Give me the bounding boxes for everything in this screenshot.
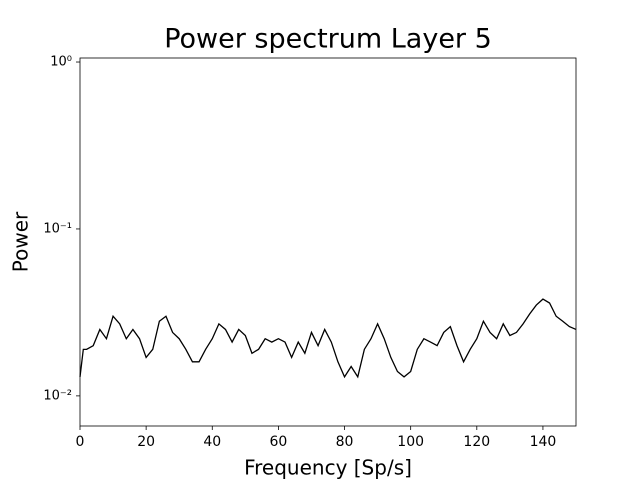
y-tick-label: 10⁻¹ — [43, 221, 72, 236]
chart-title: Power spectrum Layer 5 — [164, 24, 492, 55]
line — [79, 298, 577, 379]
y-tick-label: 10⁰ — [50, 55, 72, 70]
plot-frame — [79, 57, 577, 427]
x-tick-label: 40 — [203, 434, 221, 450]
x-tick-label: 60 — [269, 434, 287, 450]
x-tick-label: 0 — [76, 434, 85, 450]
y-tick-label: 10⁻² — [43, 388, 72, 403]
x-tick-label: 120 — [463, 434, 490, 450]
x-tick-label: 140 — [530, 434, 557, 450]
y-axis-label: Power — [9, 211, 33, 272]
x-axis-label: Frequency [Sp/s] — [244, 456, 412, 480]
x-tick-label: 100 — [397, 434, 424, 450]
x-tick-label: 20 — [137, 434, 155, 450]
x-tick-label: 80 — [336, 434, 354, 450]
